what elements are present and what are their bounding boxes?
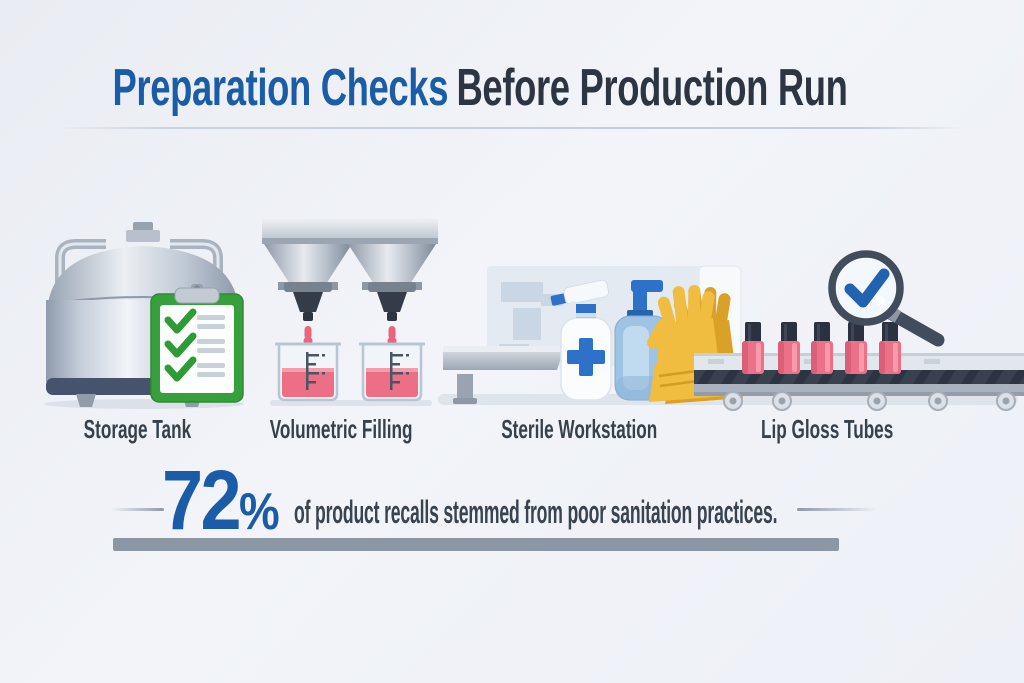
clipboard-clip: [174, 287, 220, 304]
lip-gloss-tube: [845, 322, 867, 374]
stat-number: 72%: [162, 458, 280, 542]
beaker: [275, 342, 341, 402]
volumetric-filling-label: Volumetric Filling: [269, 414, 413, 444]
stat-number-value: 72: [162, 453, 242, 547]
checklist-icon: [150, 284, 244, 403]
check-icon: [164, 308, 197, 382]
filling-nozzle: [264, 244, 352, 346]
lip-gloss-tubes-label: Lip Gloss Tubes: [760, 414, 894, 444]
conveyor-frame-edge: [694, 392, 1024, 396]
lip-gloss-tube: [778, 322, 800, 374]
stat-percent: %: [238, 483, 280, 541]
lens-glare: [875, 296, 885, 306]
sterile-workstation-label: Sterile Workstation: [501, 414, 658, 444]
conveyor-belt: [694, 370, 1024, 384]
tank-top-cap: [126, 222, 160, 242]
filling-nozzle: [348, 244, 436, 346]
work-table: [443, 346, 565, 404]
medical-cross-icon: [567, 338, 605, 376]
magnifier-icon: [828, 250, 945, 347]
magnifier-lens: [828, 250, 904, 326]
title-rest: Before Production Run: [456, 59, 848, 117]
beaker: [359, 342, 425, 402]
title-highlight: Preparation Checks: [112, 59, 449, 117]
volumetric-filling-illustration: [262, 218, 438, 406]
mount-plate: [262, 218, 438, 240]
page-title: Preparation Checks Before Production Run: [0, 59, 979, 117]
conveyor-roller: [723, 391, 1016, 411]
conveyor-frame: [694, 384, 1024, 394]
beaker-shadow: [270, 400, 432, 406]
lip-gloss-tube: [742, 322, 764, 374]
liquid-drop: [388, 326, 396, 339]
stat-underline-bar: [113, 538, 839, 551]
check-icon: [844, 268, 890, 308]
tank-leg: [76, 394, 96, 407]
lip-gloss-conveyor-illustration: [694, 322, 1024, 411]
spray-bottle: [550, 279, 612, 401]
beaker-scale: [306, 352, 325, 390]
beaker-scale: [390, 352, 409, 390]
lip-gloss-tube: [879, 322, 901, 374]
stat-right-dash: [797, 508, 877, 511]
pipe-left: [55, 239, 106, 300]
magnifier-handle: [885, 307, 945, 347]
mount-plate-edge: [262, 238, 438, 244]
stat-text: of product recalls stemmed from poor san…: [294, 494, 778, 530]
lip-gloss-tube: [811, 322, 833, 374]
title-divider: [55, 127, 967, 129]
storage-tank-label: Storage Tank: [83, 414, 191, 444]
checklist-lines: [197, 315, 225, 377]
liquid-drop: [304, 326, 312, 339]
sterile-workstation-illustration: [443, 265, 743, 404]
stat-left-dash: [110, 508, 164, 511]
